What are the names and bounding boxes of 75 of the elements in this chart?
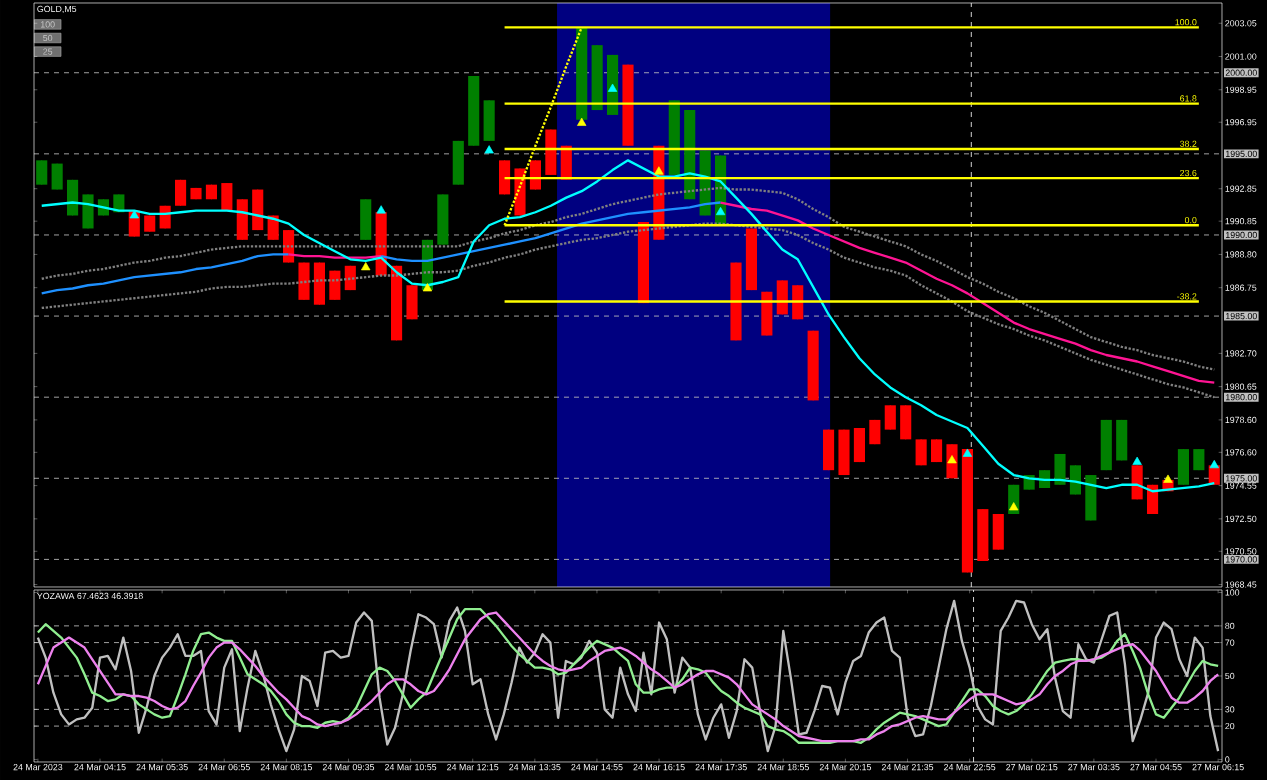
y-tick-label: 1996.95 — [1225, 119, 1257, 126]
ref-line-label: 1995.00 — [1226, 150, 1257, 157]
point — [361, 262, 371, 271]
ref-line-label: 1985.00 — [1226, 312, 1257, 320]
point — [962, 448, 973, 457]
y-tick-label: 1998.95 — [1225, 86, 1257, 93]
x-tick-label: 24 Mar 17:35 — [695, 763, 747, 771]
ref-line-label: 1975.00 — [1226, 475, 1257, 482]
annotation: 100 — [40, 21, 55, 28]
point — [654, 166, 664, 175]
y-tick-label: 30 — [1225, 706, 1235, 713]
y-tick-label: 1968.45 — [1225, 581, 1257, 588]
point — [715, 206, 726, 216]
x-tick-label: 24 Mar 16:15 — [633, 763, 685, 771]
x-tick-label: 24 Mar 2023 — [13, 763, 63, 771]
series-label: -38.2 — [1177, 293, 1197, 300]
y-tick-label: 1972.50 — [1225, 515, 1257, 522]
y-tick-label: 1988.80 — [1225, 251, 1257, 258]
x-tick-label: 24 Mar 18:55 — [757, 763, 809, 771]
x-tick-label: 27 Mar 02:15 — [1006, 763, 1058, 771]
point — [422, 283, 433, 292]
chart-title: YOZAWA 67.4623 46.3918 — [37, 592, 143, 600]
annotation: 25 — [43, 48, 53, 55]
series-label: 61.8 — [1180, 95, 1197, 102]
x-tick-label: 24 Mar 05:35 — [136, 763, 188, 771]
series-label: 0.0 — [1184, 216, 1197, 224]
x-tick-label: 24 Mar 12:15 — [447, 763, 499, 771]
x-tick-label: 27 Mar 04:55 — [1130, 763, 1182, 771]
point — [1009, 502, 1019, 511]
chart-title: GOLD,M5 — [37, 5, 77, 14]
y-tick-label: 1982.70 — [1225, 350, 1257, 357]
x-tick-label: 24 Mar 14:55 — [571, 763, 623, 771]
y-tick-label: 80 — [1225, 622, 1235, 629]
x-tick-label: 24 Mar 20:15 — [819, 763, 872, 771]
x-tick-label: 24 Mar 08:15 — [260, 763, 313, 771]
y-tick-label: 50 — [1225, 672, 1235, 680]
y-tick-label: 1980.65 — [1225, 383, 1257, 390]
point — [1132, 456, 1142, 465]
point — [129, 210, 139, 219]
y-tick-label: 1990.85 — [1225, 218, 1257, 225]
x-tick-label: 24 Mar 09:35 — [322, 763, 375, 771]
y-tick-label: 1970.50 — [1225, 548, 1257, 555]
y-tick-label: 100 — [1225, 589, 1240, 596]
point — [376, 205, 386, 214]
y-tick-label: 20 — [1225, 722, 1235, 730]
point — [484, 145, 494, 154]
series-label: 23.6 — [1180, 169, 1197, 177]
x-tick-label: 27 Mar 06:15 — [1192, 763, 1244, 771]
y-tick-label: 1986.75 — [1225, 284, 1257, 291]
x-tick-label: 24 Mar 06:55 — [198, 763, 250, 771]
ref-line-label: 2000.00 — [1225, 69, 1257, 76]
y-tick-label: 0 — [1225, 756, 1230, 763]
point — [577, 117, 587, 126]
ref-line-label: 1980.00 — [1226, 394, 1257, 401]
ref-line-label: 1990.00 — [1226, 231, 1257, 239]
point — [607, 83, 618, 92]
y-tick-label: 2001.00 — [1225, 53, 1257, 60]
x-tick-label: 24 Mar 04:15 — [74, 763, 126, 771]
point — [1163, 474, 1173, 483]
x-tick-label: 24 Mar 13:35 — [509, 763, 561, 771]
series-label: 100.0 — [1175, 19, 1197, 26]
y-tick-label: 1978.60 — [1225, 416, 1257, 424]
y-tick-label: 2003.05 — [1225, 20, 1257, 27]
y-tick-label: 1992.85 — [1225, 185, 1257, 192]
y-tick-label: 1974.55 — [1225, 482, 1257, 489]
x-tick-label: 24 Mar 22:55 — [944, 763, 996, 771]
x-tick-label: 24 Mar 21:35 — [881, 763, 934, 771]
x-tick-label: 24 Mar 10:55 — [385, 763, 437, 771]
y-tick-label: 70 — [1225, 639, 1235, 646]
ref-line-label: 1970.00 — [1226, 556, 1257, 563]
series-label: 38.2 — [1180, 140, 1197, 147]
y-tick-label: 1976.60 — [1225, 449, 1257, 456]
x-tick-label: 27 Mar 03:35 — [1068, 763, 1120, 771]
annotation: 50 — [43, 34, 53, 42]
point — [1209, 459, 1219, 469]
